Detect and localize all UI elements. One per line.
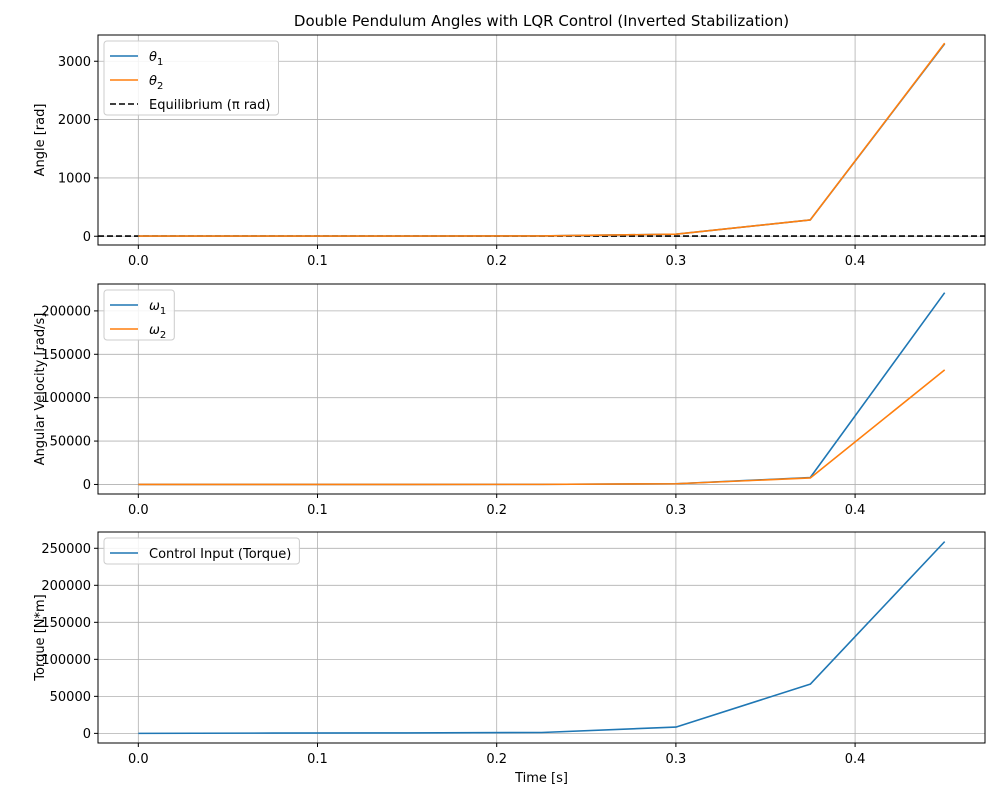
legend-frame (103, 537, 300, 565)
y-tick-label: 3000 (58, 55, 91, 70)
x-tick-label: 0.4 (845, 752, 866, 767)
chart-panel-1: 0.0 0.1 0.2 0.3 0.4 0 1000 2000 3000 Double Pendu… (33, 12, 986, 269)
y-tick-label: 100000 (41, 653, 91, 668)
y-tick-label: 50000 (50, 435, 91, 450)
legend-label: Equilibrium (π rad) (149, 98, 270, 113)
y-axis-label: Angular Velocity [rad/s] (33, 313, 48, 466)
x-tick-label: 0.2 (486, 254, 507, 269)
x-tick-label: 0.2 (486, 752, 507, 767)
x-tick-label: 0.1 (307, 503, 328, 518)
x-axis-label: Time [s] (514, 771, 568, 786)
x-tick-label: 0.0 (128, 752, 149, 767)
legend-label: θ1 (149, 50, 163, 68)
y-tick-label: 150000 (41, 616, 91, 631)
y-tick-label: 1000 (58, 171, 91, 186)
legend: θ1 θ2 Equilibrium (π rad) (103, 40, 279, 116)
legend-label: θ2 (149, 74, 163, 92)
y-tick-label: 200000 (41, 304, 91, 319)
chart-title: Double Pendulum Angles with LQR Control … (294, 12, 789, 30)
y-tick-label: 250000 (41, 542, 91, 557)
y-tick-label: 50000 (50, 690, 91, 705)
y-tick-label: 150000 (41, 348, 91, 363)
legend-frame (103, 40, 279, 116)
x-tick-label: 0.1 (307, 752, 328, 767)
y-tick-label: 2000 (58, 113, 91, 128)
x-tick-label: 0.4 (845, 503, 866, 518)
legend-frame (103, 289, 175, 341)
legend: Control Input (Torque) (103, 537, 300, 565)
legend-label: ω2 (149, 323, 166, 341)
legend-label: Control Input (Torque) (149, 547, 291, 562)
plot-frame (97, 531, 986, 744)
plot-frame (97, 34, 986, 246)
plot-frame (97, 283, 986, 495)
y-tick-label: 0 (83, 727, 91, 742)
y-axis-label: Angle [rad] (33, 104, 48, 177)
x-tick-label: 0.1 (307, 254, 328, 269)
series-line-2 (138, 369, 946, 486)
y-axis-label: Torque [N*m] (33, 594, 48, 681)
legend-label: ω1 (149, 299, 166, 317)
series-line-1 (138, 541, 946, 735)
x-tick-label: 0.4 (845, 254, 866, 269)
y-tick-label: 0 (83, 230, 91, 245)
y-tick-label: 0 (83, 478, 91, 493)
y-tick-label: 100000 (41, 391, 91, 406)
x-tick-label: 0.3 (666, 254, 687, 269)
x-tick-label: 0.0 (128, 254, 149, 269)
x-tick-label: 0.3 (666, 752, 687, 767)
x-tick-label: 0.0 (128, 503, 149, 518)
y-tick-label: 200000 (41, 579, 91, 594)
series-line-2 (138, 42, 946, 237)
x-tick-label: 0.2 (486, 503, 507, 518)
chart-panel-3: 0.0 0.1 0.2 0.3 0.4 0 50000 100000 150000 200000 2… (33, 531, 986, 786)
x-tick-label: 0.3 (666, 503, 687, 518)
chart-panel-2: 0.0 0.1 0.2 0.3 0.4 0 50000 100000 150000 200000A… (33, 283, 986, 518)
series-line-1 (138, 292, 946, 486)
